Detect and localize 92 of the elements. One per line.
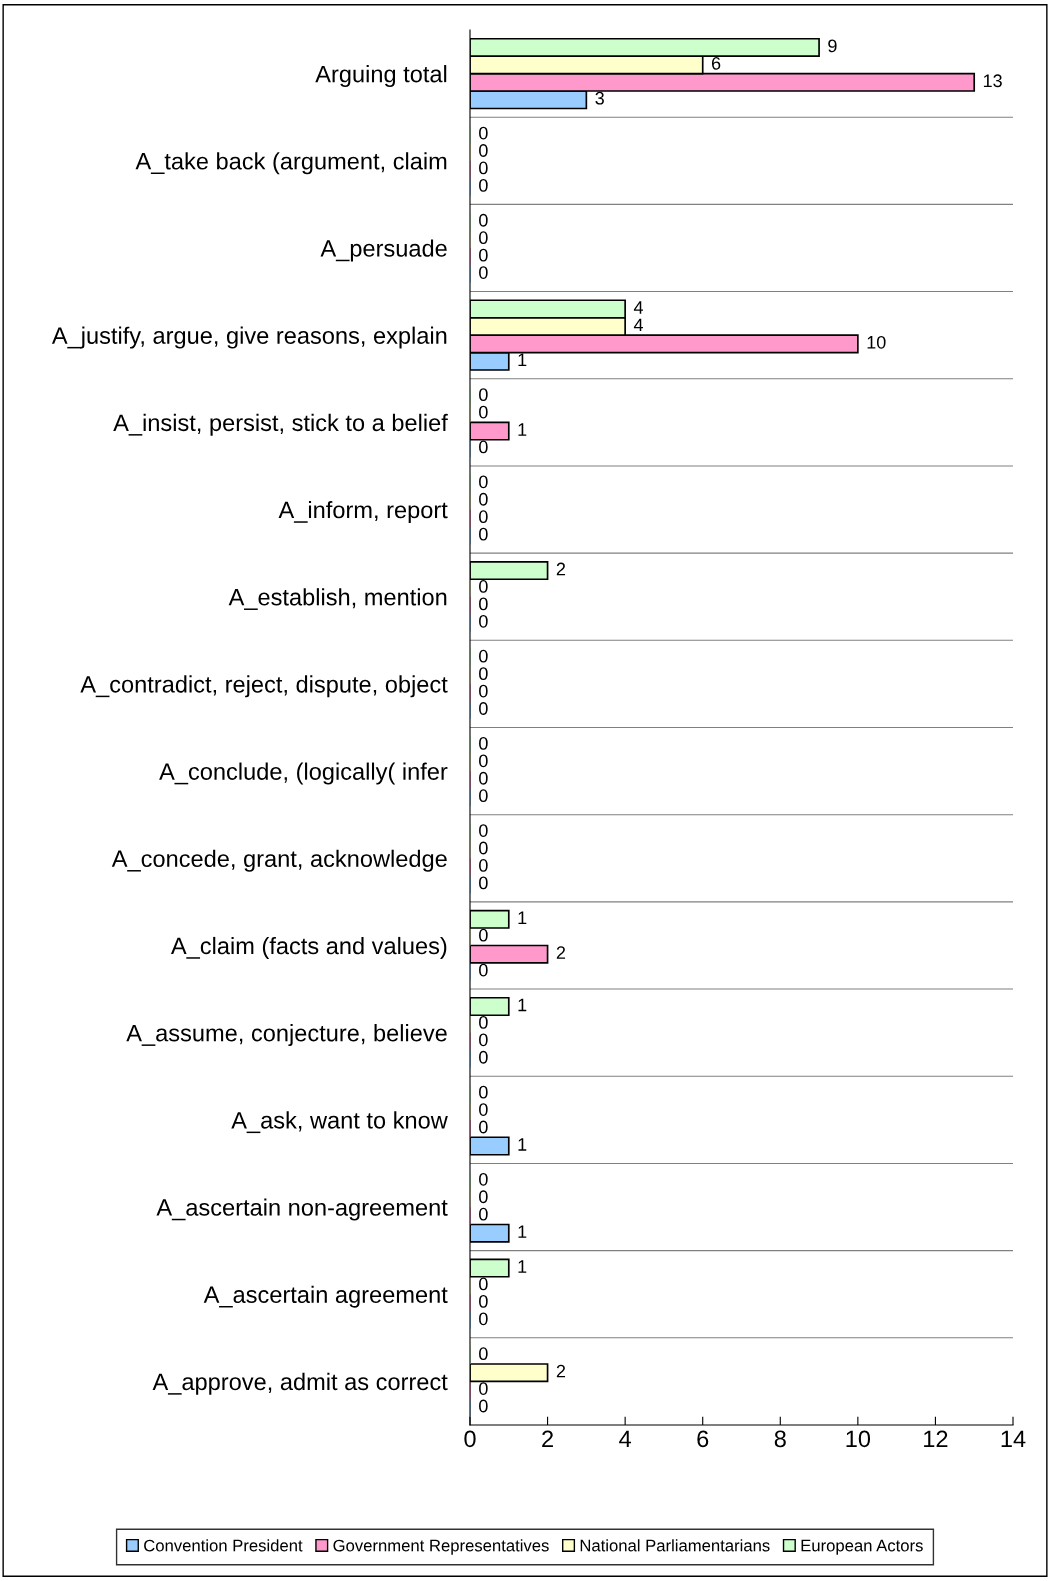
data-label: 1 (518, 353, 527, 366)
data-label: 0 (479, 1033, 488, 1047)
y-tick-label: A_ascertain agreement (203, 1285, 448, 1308)
y-tick-label: A_claim (facts and values) (170, 936, 447, 959)
data-label: 0 (479, 684, 488, 698)
x-tick-label: 2 (542, 1430, 553, 1447)
data-label: 0 (479, 1295, 488, 1308)
data-label: 0 (479, 388, 488, 402)
legend-label: European Actors (801, 1539, 923, 1555)
data-label: 0 (479, 1399, 488, 1413)
y-tick-label: A_assume, conjecture, believe (126, 1024, 447, 1047)
data-label: 0 (479, 126, 488, 140)
y-tick-label: A_ask, want to know (231, 1111, 448, 1134)
data-label: 0 (479, 876, 488, 890)
data-label: 0 (479, 963, 488, 977)
data-label: 0 (479, 1050, 488, 1064)
data-label: 0 (479, 1190, 488, 1204)
y-tick-label: A_concede, grant, acknowledge (111, 849, 447, 872)
data-label: 0 (479, 144, 488, 157)
data-label: 2 (556, 1364, 566, 1378)
data-label: 0 (479, 527, 488, 541)
data-label: 0 (479, 179, 488, 192)
data-label: 1 (518, 1138, 527, 1151)
data-label: 0 (479, 580, 488, 593)
data-label: 1 (518, 911, 527, 924)
data-label: 0 (479, 1207, 488, 1221)
data-label: 10 (867, 335, 886, 349)
data-label: 0 (479, 614, 488, 628)
data-label: 0 (479, 771, 488, 785)
data-label: 0 (479, 1085, 488, 1099)
data-label: 1 (518, 423, 527, 436)
data-label: 0 (479, 667, 488, 681)
y-tick-label: A_conclude, (logically( infer (159, 762, 448, 785)
x-tick-label: 8 (774, 1430, 786, 1448)
x-tick-label: 12 (924, 1430, 948, 1447)
data-label: 6 (711, 56, 721, 70)
data-label: 0 (479, 649, 488, 663)
data-label: 0 (479, 213, 488, 227)
data-label: 0 (479, 737, 488, 750)
data-label: 1 (518, 1225, 527, 1238)
y-tick-label: A_inform, report (278, 500, 448, 523)
data-label: 4 (633, 301, 643, 314)
y-tick-label: Arguing total (315, 65, 447, 88)
y-tick-label: A_approve, admit as correct (152, 1372, 448, 1395)
data-label: 0 (479, 161, 488, 175)
y-tick-label: A_contradict, reject, dispute, object (80, 675, 448, 698)
data-label: 0 (479, 231, 488, 245)
y-tick-label: A_insist, persist, stick to a belief (113, 413, 448, 436)
data-label: 0 (479, 754, 488, 768)
y-tick-label: A_persuade (320, 239, 447, 262)
data-label: 2 (556, 562, 566, 576)
data-label: 1 (518, 1260, 527, 1273)
data-label: 0 (479, 405, 488, 419)
data-label: 0 (479, 1382, 488, 1395)
data-label: 0 (479, 266, 488, 279)
data-label: 0 (479, 1277, 488, 1291)
data-label: 0 (479, 492, 488, 506)
data-label: 0 (479, 510, 488, 524)
data-label: 3 (595, 91, 604, 105)
data-label: 0 (479, 1347, 488, 1361)
data-label: 0 (479, 248, 488, 262)
data-label: 0 (479, 702, 488, 715)
data-label: 0 (479, 1120, 488, 1134)
data-label: 0 (479, 789, 488, 803)
data-label: 0 (479, 440, 488, 454)
legend-label: National Parliamentarians (580, 1539, 770, 1552)
data-label: 9 (828, 39, 837, 53)
data-label: 0 (479, 475, 488, 489)
y-tick-label: A_establish, mention (228, 588, 447, 610)
y-tick-label: A_ascertain non-agreement (156, 1198, 448, 1221)
y-tick-label: A_justify, argue, give reasons, explain (51, 326, 447, 349)
data-label: 0 (479, 1103, 488, 1116)
x-tick-label: 14 (1001, 1430, 1026, 1447)
legend-label: Government Representatives (333, 1539, 549, 1555)
data-label: 13 (983, 74, 1002, 88)
data-label: 0 (479, 841, 488, 855)
x-tick-label: 4 (619, 1430, 632, 1447)
data-label: 4 (633, 318, 643, 332)
data-label: 0 (479, 859, 488, 872)
y-tick-label: A_take back (argument, claim (135, 152, 447, 175)
data-label: 0 (479, 1312, 488, 1326)
data-label: 0 (479, 1016, 488, 1029)
data-label: 0 (479, 597, 488, 611)
data-label: 0 (479, 824, 488, 837)
data-label: 1 (518, 998, 527, 1012)
legend-label: Convention President (144, 1539, 303, 1552)
x-tick-label: 0 (464, 1430, 476, 1448)
data-label: 2 (556, 946, 566, 959)
x-tick-label: 10 (846, 1430, 871, 1448)
data-label: 0 (479, 1172, 488, 1186)
data-label: 0 (479, 928, 488, 942)
x-tick-label: 6 (697, 1430, 709, 1448)
